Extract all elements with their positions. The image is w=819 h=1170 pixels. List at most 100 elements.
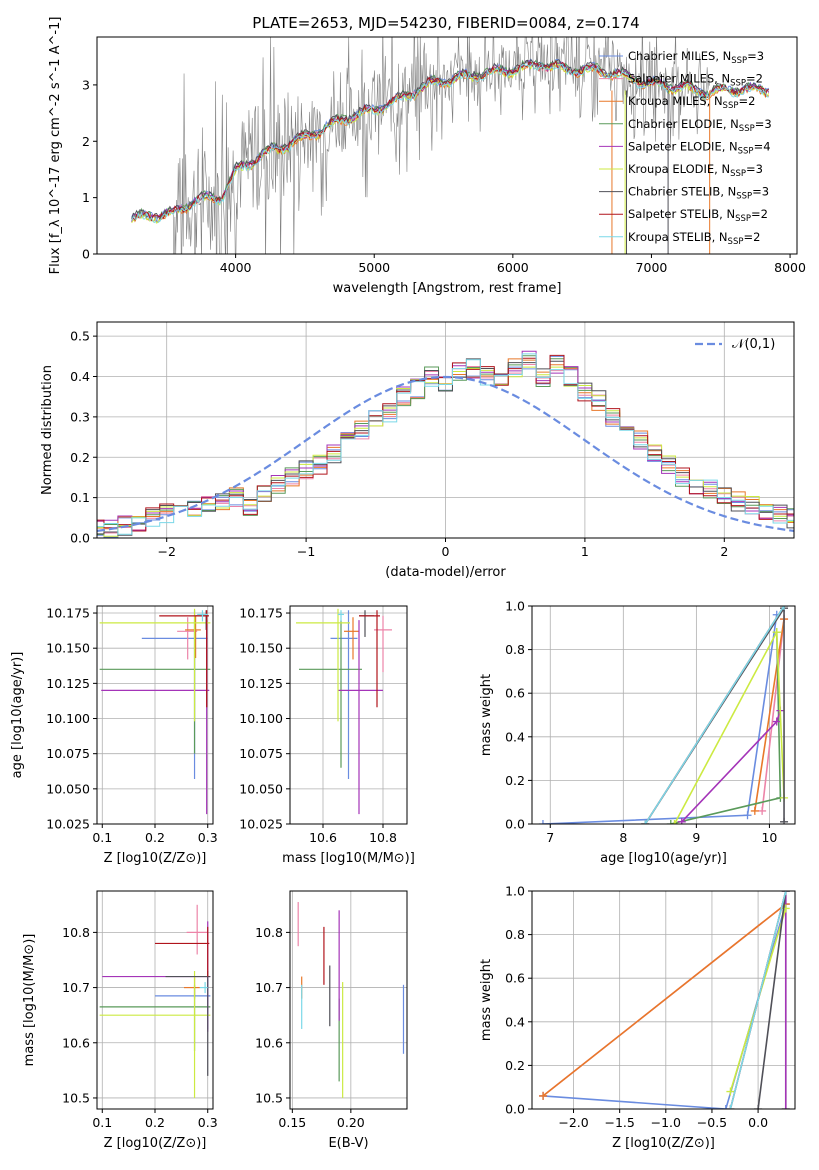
y-tick-label: 0.4 (505, 729, 525, 744)
legend-label-normal: 𝒩(0,1) (732, 337, 775, 352)
plot-area (99, 608, 211, 815)
y-tick-label: 2 (82, 134, 90, 149)
y-tick-label: 10.025 (46, 817, 90, 832)
x-tick-label: −2 (157, 544, 175, 559)
y-tick-label: 0.4 (70, 369, 90, 384)
x-tick-label: −2.0 (558, 1115, 588, 1130)
y-tick-label: 3 (82, 77, 90, 92)
x-tick-label: 0.2 (145, 1115, 165, 1130)
x-tick-label: 2 (720, 544, 728, 559)
y-tick-label: 10.075 (46, 746, 90, 761)
x-tick-label: 8000 (774, 260, 806, 275)
spectrum-panel: 4000 5000 6000 7000 8000 0 1 2 3 wavelength [Angs… (48, 17, 806, 296)
x-tick-label: 0.3 (198, 830, 218, 845)
mass-weight-vs-age-panel: 7 8 9 10 0.0 0.2 0.4 0.6 0.8 1.0 age [log10(age/yr… (479, 599, 796, 866)
x-axis-label: mass [log10(M/M⊙)] (282, 851, 415, 866)
x-axis-label: E(B-V) (328, 1136, 368, 1151)
y-tick-label: 1.0 (505, 599, 525, 614)
y-tick-label: 10.8 (62, 925, 90, 940)
y-tick-label: 10.075 (239, 746, 283, 761)
y-tick-label: 0.5 (70, 329, 90, 344)
y-tick-label: 10.5 (255, 1090, 283, 1105)
y-axis-label: Normed distribution (40, 365, 55, 495)
weight-marker-kroupa-elodie (772, 628, 781, 637)
legend-label-chabrier-stelib: Chabrier STELIB, NSSP=3 (628, 185, 769, 202)
weight-marker-kroupa-stelib (781, 891, 790, 895)
y-tick-label: 1 (82, 190, 90, 205)
y-tick-label: 0.4 (505, 1014, 525, 1029)
x-tick-label: 0.2 (145, 830, 165, 845)
weight-line-kroupa-miles (754, 618, 785, 812)
y-tick-label: 0.0 (505, 1102, 525, 1117)
y-tick-label: 0.3 (70, 409, 90, 424)
x-axis-label: wavelength [Angstrom, rest frame] (333, 281, 562, 296)
plot-area (539, 891, 790, 1109)
axes-frame (289, 890, 408, 1110)
axes-frame (531, 605, 796, 825)
y-tick-label: 10.8 (255, 925, 283, 940)
weight-line-kroupa-stelib (644, 606, 785, 824)
weight-marker-kroupa-stelib (726, 1105, 735, 1109)
normal-distribution-curve (97, 375, 794, 533)
axes-frame (96, 36, 798, 255)
y-tick-label: 10.150 (46, 641, 90, 656)
weight-line-kroupa-miles (542, 903, 787, 1097)
y-tick-label: 10.5 (62, 1090, 90, 1105)
y-tick-label: 10.150 (239, 641, 283, 656)
y-tick-label: 0.8 (505, 927, 525, 942)
legend-label-chabrier-miles: Chabrier MILES, NSSP=3 (628, 49, 764, 66)
legend-label-salpeter-stelib: Salpeter STELIB, NSSP=2 (628, 207, 768, 224)
x-tick-label: −1 (297, 544, 315, 559)
legend-label-salpeter-elodie: Salpeter ELODIE, NSSP=4 (628, 139, 771, 156)
y-tick-label: 0 (82, 247, 90, 262)
mass-vs-metallicity-panel: 0.1 0.2 0.3 10.5 10.6 10.7 10.8 Z [log10(Z/Z⊙)]… (22, 890, 218, 1151)
legend-label-salpeter-miles: Salpeter MILES, NSSP=2 (628, 72, 763, 89)
weight-marker-kroupa-stelib (780, 606, 789, 610)
y-tick-label: 0.6 (505, 686, 525, 701)
y-axis-label: mass weight (479, 674, 494, 756)
x-tick-label: 1 (581, 544, 589, 559)
y-tick-label: 10.025 (239, 817, 283, 832)
x-tick-label: 10 (761, 830, 777, 845)
plot-area (131, 37, 770, 254)
x-tick-label: 8 (619, 830, 627, 845)
y-tick-label: 10.175 (239, 606, 283, 621)
y-tick-label: 10.100 (46, 711, 90, 726)
x-tick-label: 0.1 (92, 830, 112, 845)
x-axis-label: age [log10(age/yr)] (600, 851, 727, 866)
weight-marker-chabrier-elodie (666, 820, 675, 824)
x-tick-label: −1.0 (651, 1115, 681, 1130)
x-axis-label: Z [log10(Z/Z⊙)] (104, 851, 207, 866)
weight-marker-salpeter-elodie (677, 817, 686, 824)
y-tick-label: 10.100 (239, 711, 283, 726)
x-tick-label: 6000 (497, 260, 529, 275)
y-tick-label: 10.6 (255, 1035, 283, 1050)
model-spectrum-kroupa-stelib (131, 62, 769, 224)
x-axis-label: (data-model)/error (385, 565, 506, 580)
x-tick-label: 4000 (220, 260, 252, 275)
x-tick-label: 0.0 (748, 1115, 768, 1130)
y-tick-label: 0.1 (70, 490, 90, 505)
age-vs-mass-panel: 10.6 10.8 10.025 10.050 10.075 10.100 10.125 10… (239, 605, 415, 866)
y-tick-label: 0.6 (505, 971, 525, 986)
weight-marker-kroupa-miles (750, 806, 759, 815)
y-tick-label: 10.050 (46, 781, 90, 796)
y-tick-label: 10.125 (239, 676, 283, 691)
x-tick-label: 9 (692, 830, 700, 845)
x-tick-label: 7 (546, 830, 554, 845)
weight-marker-chabrier-miles (743, 811, 752, 820)
x-tick-label: 0 (442, 544, 450, 559)
y-tick-label: 10.6 (62, 1035, 90, 1050)
x-tick-label: 0.15 (278, 1115, 306, 1130)
weight-marker-salpeter-miles (758, 806, 767, 815)
weight-marker-kroupa-elodie (726, 1087, 735, 1096)
y-tick-label: 0.2 (505, 773, 525, 788)
weight-line-kroupa-stelib (729, 891, 787, 1109)
y-tick-label: 10.7 (255, 980, 283, 995)
histogram-kroupa-elodie (97, 366, 794, 537)
y-tick-label: 0.2 (505, 1058, 525, 1073)
plot-area (296, 608, 392, 815)
x-tick-label: 7000 (636, 260, 668, 275)
x-tick-label: 10.8 (369, 830, 397, 845)
